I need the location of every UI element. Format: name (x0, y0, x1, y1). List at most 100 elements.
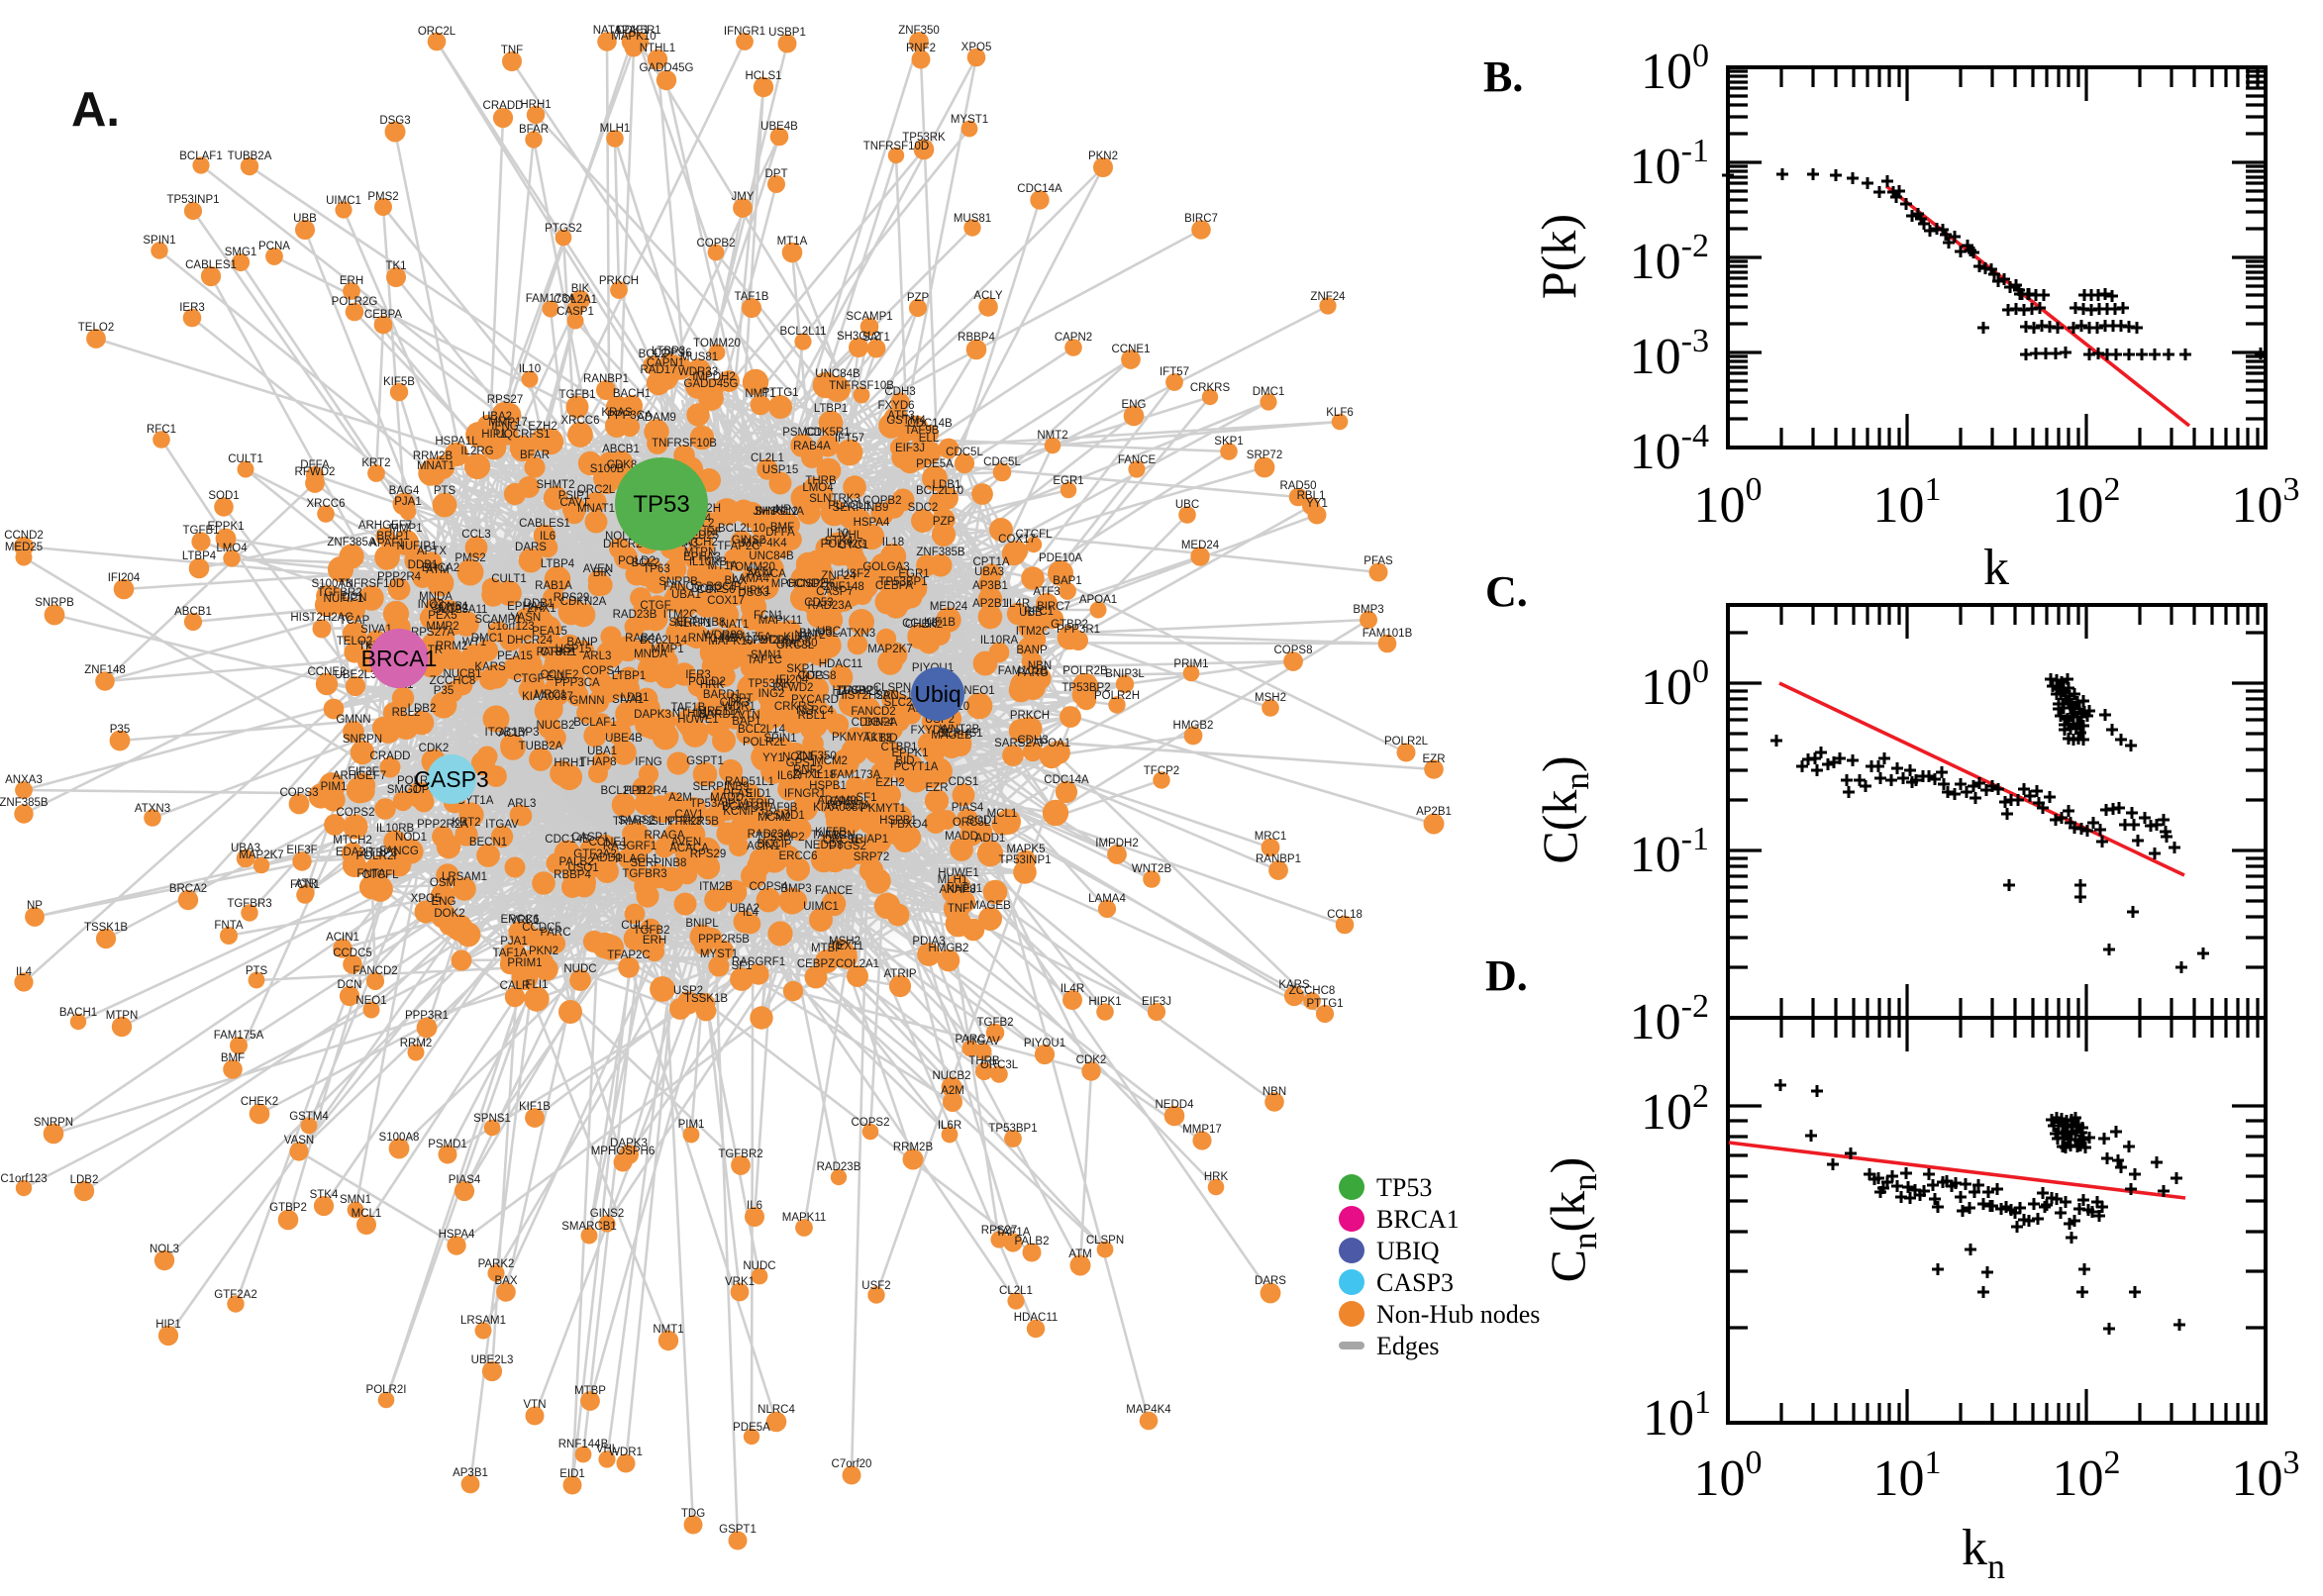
svg-text:PKN2: PKN2 (1088, 150, 1118, 162)
svg-text:NMT1: NMT1 (745, 388, 775, 400)
svg-text:Non-Hub nodes: Non-Hub nodes (1376, 1300, 1540, 1329)
svg-text:DCN: DCN (343, 592, 367, 604)
svg-text:B.: B. (1483, 52, 1523, 101)
svg-text:PPP2R4: PPP2R4 (377, 571, 422, 583)
svg-text:FAM175A: FAM175A (722, 632, 772, 644)
svg-text:MRC1: MRC1 (535, 689, 567, 701)
svg-text:TAF1C: TAF1C (811, 830, 847, 842)
svg-text:NUDC: NUDC (563, 963, 596, 975)
svg-text:NEDD8: NEDD8 (805, 840, 844, 851)
svg-text:PIM1: PIM1 (678, 1119, 705, 1131)
svg-text:ATF3: ATF3 (887, 410, 914, 422)
svg-text:RPS29: RPS29 (690, 848, 726, 860)
svg-text:BIRC7: BIRC7 (1184, 213, 1218, 225)
svg-text:HIPK1: HIPK1 (1088, 996, 1121, 1008)
svg-text:SNRPN: SNRPN (343, 734, 382, 746)
svg-text:CASP3: CASP3 (414, 766, 488, 792)
svg-text:AP3B1: AP3B1 (972, 580, 1008, 592)
svg-text:BAP1: BAP1 (1053, 575, 1081, 587)
svg-text:XPO5: XPO5 (411, 893, 442, 905)
svg-text:ADAM9: ADAM9 (817, 795, 857, 807)
svg-text:NUFIP1: NUFIP1 (324, 593, 364, 605)
svg-text:103: 103 (2232, 471, 2300, 534)
svg-text:ZHX1: ZHX1 (527, 603, 556, 615)
svg-text:RAD23B: RAD23B (613, 609, 657, 621)
svg-text:ITM2B: ITM2B (699, 881, 733, 893)
svg-text:DPT: DPT (765, 168, 788, 180)
svg-text:101: 101 (1643, 1384, 1711, 1446)
svg-text:CDH3: CDH3 (1017, 735, 1048, 747)
svg-text:BIK: BIK (593, 567, 612, 579)
svg-text:SERPINB8: SERPINB8 (669, 617, 726, 629)
svg-text:NMT2: NMT2 (794, 630, 825, 642)
svg-text:SERPINB8: SERPINB8 (631, 857, 687, 869)
svg-text:COPS6: COPS6 (654, 348, 692, 359)
svg-text:NUCB2: NUCB2 (537, 720, 575, 732)
svg-text:PDCD6IP: PDCD6IP (753, 635, 802, 647)
svg-text:PCNA: PCNA (258, 241, 290, 252)
svg-text:BRCA2: BRCA2 (422, 562, 459, 574)
svg-text:MRC1: MRC1 (1255, 831, 1287, 843)
svg-text:SCAMP1: SCAMP1 (846, 311, 892, 323)
svg-text:UIMC1: UIMC1 (326, 195, 361, 207)
svg-text:HUWE1: HUWE1 (938, 867, 979, 879)
svg-text:TNFRSF10D: TNFRSF10D (339, 578, 404, 590)
svg-text:PPP2R5B: PPP2R5B (667, 816, 719, 828)
svg-text:TGFBR2: TGFBR2 (317, 587, 361, 599)
svg-text:CCNE1: CCNE1 (589, 837, 628, 848)
svg-text:IER3: IER3 (179, 302, 205, 314)
svg-text:TGFB1: TGFB1 (182, 525, 219, 537)
svg-text:TFCP2: TFCP2 (1144, 765, 1179, 777)
svg-text:HIPK1: HIPK1 (738, 585, 770, 597)
svg-text:USF2: USF2 (841, 568, 869, 580)
svg-text:TAF9B: TAF9B (763, 802, 798, 814)
svg-text:CEBPA: CEBPA (364, 309, 402, 321)
svg-text:ZCCHC8: ZCCHC8 (1289, 985, 1336, 997)
svg-text:FAM173A: FAM173A (831, 769, 881, 781)
svg-text:NEO1: NEO1 (355, 995, 386, 1007)
svg-text:TFAP2C: TFAP2C (717, 541, 759, 552)
svg-text:SOD1: SOD1 (208, 490, 239, 502)
svg-text:AKAP8: AKAP8 (939, 884, 975, 896)
svg-text:EGR1: EGR1 (898, 568, 929, 580)
svg-text:HIP1: HIP1 (155, 1319, 181, 1331)
svg-text:PTGS2: PTGS2 (829, 841, 866, 852)
svg-text:CDS1: CDS1 (949, 776, 979, 788)
svg-text:BAX: BAX (724, 575, 747, 587)
svg-text:CDK3: CDK3 (720, 697, 751, 709)
svg-text:NBN: NBN (1262, 1086, 1286, 1098)
svg-text:BCL2: BCL2 (639, 349, 667, 360)
svg-text:HRH1: HRH1 (520, 99, 551, 111)
svg-text:APAF1: APAF1 (614, 25, 650, 37)
svg-text:NUDC: NUDC (743, 1260, 775, 1272)
svg-text:PZP: PZP (907, 292, 930, 304)
svg-text:ZNF385B: ZNF385B (0, 797, 49, 809)
svg-text:CRKRS: CRKRS (1190, 382, 1231, 394)
svg-text:NOD1: NOD1 (395, 832, 427, 844)
svg-text:DMC1: DMC1 (471, 633, 504, 645)
svg-text:MSH2: MSH2 (1255, 692, 1286, 704)
svg-text:BCLAF1: BCLAF1 (573, 717, 616, 729)
svg-text:SPIN1: SPIN1 (143, 235, 175, 247)
svg-text:TNF: TNF (501, 45, 523, 56)
svg-text:JMY: JMY (754, 506, 776, 518)
svg-text:POLR2B: POLR2B (1062, 665, 1108, 677)
svg-text:LDB2: LDB2 (70, 1174, 99, 1186)
svg-text:P35: P35 (110, 724, 130, 736)
svg-text:PCYT1A: PCYT1A (894, 761, 939, 773)
svg-text:POLR2L: POLR2L (1384, 736, 1429, 748)
svg-text:WDR1: WDR1 (609, 1446, 643, 1458)
svg-text:DFFA: DFFA (765, 527, 795, 539)
svg-text:ARL3: ARL3 (508, 798, 537, 810)
svg-text:BMF: BMF (770, 522, 794, 534)
svg-text:AP2B1: AP2B1 (972, 598, 1008, 610)
svg-text:MSH2: MSH2 (829, 936, 860, 948)
svg-text:GMNN: GMNN (569, 695, 604, 707)
svg-text:ACLY: ACLY (498, 728, 528, 740)
svg-text:STK4: STK4 (310, 1189, 339, 1201)
svg-text:MADD: MADD (945, 831, 978, 843)
svg-text:CLSPN: CLSPN (873, 682, 911, 694)
svg-text:RAD50: RAD50 (1279, 480, 1316, 492)
svg-text:EPHA3: EPHA3 (507, 601, 545, 613)
svg-text:PLAGL1: PLAGL1 (615, 853, 657, 865)
